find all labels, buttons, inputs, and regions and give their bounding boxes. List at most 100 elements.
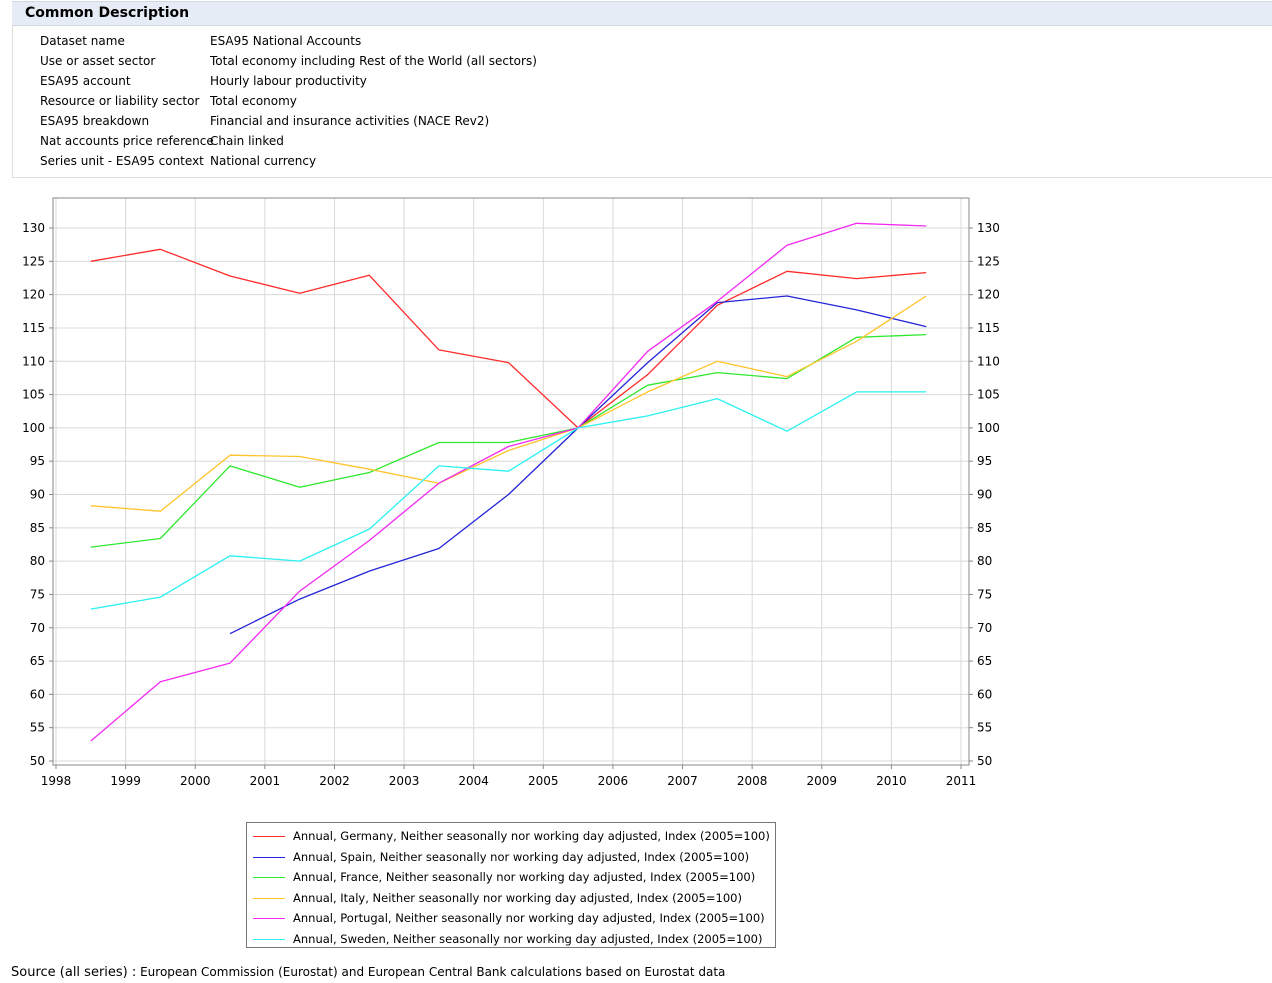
series-line-0 xyxy=(90,248,927,429)
y-tick-label-right: 50 xyxy=(977,754,992,768)
legend-swatch xyxy=(253,856,285,858)
description-value: Total economy xyxy=(210,94,297,108)
legend-label: Annual, France, Neither seasonally nor w… xyxy=(293,870,756,885)
legend-swatch xyxy=(253,939,285,940)
y-tick-label-right: 55 xyxy=(977,721,992,735)
y-tick-label-left: 70 xyxy=(30,621,45,635)
legend-swatch xyxy=(253,918,285,920)
series-line-3 xyxy=(90,295,927,512)
y-tick-label-left: 75 xyxy=(30,587,45,601)
description-row: ESA95 account Hourly labour productivity xyxy=(40,71,367,91)
series-line-2 xyxy=(90,333,927,548)
y-tick-label-left: 95 xyxy=(30,454,45,468)
x-tick-label: 2004 xyxy=(458,774,489,788)
description-row: ESA95 breakdown Financial and insurance a… xyxy=(40,111,489,131)
legend-label: Annual, Portugal, Neither seasonally nor… xyxy=(293,911,765,926)
description-row: Nat accounts price reference Chain linked xyxy=(40,131,284,151)
description-row: Dataset name ESA95 National Accounts xyxy=(40,31,361,51)
legend-item: Annual, Sweden, Neither seasonally nor w… xyxy=(251,929,771,949)
description-value: Hourly labour productivity xyxy=(210,74,367,88)
legend-label: Annual, Sweden, Neither seasonally nor w… xyxy=(293,932,763,946)
y-tick-label-right: 110 xyxy=(977,354,1000,368)
legend-item: Annual, Portugal, Neither seasonally nor… xyxy=(251,908,771,928)
description-row: Use or asset sector Total economy includi… xyxy=(40,51,537,71)
y-tick-label-right: 90 xyxy=(977,488,992,502)
x-tick-label: 2011 xyxy=(946,774,977,788)
y-tick-label-right: 120 xyxy=(977,288,1000,302)
y-tick-label-right: 125 xyxy=(977,254,1000,268)
legend-item: Annual, Spain, Neither seasonally nor wo… xyxy=(251,847,771,867)
y-tick-label-left: 80 xyxy=(30,554,45,568)
description-key: Series unit - ESA95 context xyxy=(40,154,204,168)
y-tick-label-right: 105 xyxy=(977,388,1000,402)
chart-series xyxy=(90,222,927,742)
x-tick-label: 1998 xyxy=(41,774,72,788)
legend-swatch xyxy=(253,897,285,899)
series-line-4 xyxy=(90,222,927,742)
y-tick-label-left: 90 xyxy=(30,488,45,502)
x-tick-label: 2006 xyxy=(598,774,629,788)
x-tick-label: 2000 xyxy=(180,774,211,788)
description-value: National currency xyxy=(210,154,317,168)
legend-swatch xyxy=(253,836,285,837)
y-tick-label-right: 60 xyxy=(977,687,992,701)
y-tick-label-left: 50 xyxy=(30,754,45,768)
y-tick-label-right: 130 xyxy=(977,221,1000,235)
description-value: Financial and insurance activities (NACE… xyxy=(210,114,490,128)
description-row: Series unit - ESA95 context National curr… xyxy=(40,151,316,171)
description-value: ESA95 National Accounts xyxy=(210,34,362,48)
y-tick-label-right: 65 xyxy=(977,654,992,668)
common-description-header: Common Description xyxy=(12,1,1272,26)
legend-label: Annual, Spain, Neither seasonally nor wo… xyxy=(293,849,750,864)
y-tick-label-right: 70 xyxy=(977,621,992,635)
description-row: Resource or liability sector Total econom… xyxy=(40,91,297,111)
y-tick-label-left: 110 xyxy=(22,354,45,368)
source-note: Source (all series) : European Commissio… xyxy=(11,965,725,980)
y-tick-label-left: 130 xyxy=(22,221,45,235)
description-key: Resource or liability sector xyxy=(40,94,200,108)
x-tick-label: 2003 xyxy=(389,774,420,788)
x-tick-label: 2001 xyxy=(250,774,281,788)
description-value: Total economy including Rest of the Worl… xyxy=(210,54,537,68)
description-key: Nat accounts price reference xyxy=(40,134,214,148)
y-tick-label-right: 115 xyxy=(977,321,1000,335)
y-tick-label-right: 80 xyxy=(977,554,992,568)
description-key: Use or asset sector xyxy=(40,54,156,68)
x-tick-label: 1999 xyxy=(110,774,141,788)
y-tick-label-left: 100 xyxy=(22,421,45,435)
source-label: Source (all series) : xyxy=(11,965,137,980)
legend-label: Annual, Germany, Neither seasonally nor … xyxy=(293,829,770,843)
chart-grid xyxy=(53,198,969,765)
chart-legend: Annual, Germany, Neither seasonally nor … xyxy=(246,822,776,948)
x-tick-label: 2009 xyxy=(806,774,837,788)
description-value: Chain linked xyxy=(210,134,284,148)
legend-item: Annual, Italy, Neither seasonally nor wo… xyxy=(251,888,771,908)
y-tick-label-left: 55 xyxy=(30,721,45,735)
y-tick-label-left: 105 xyxy=(22,388,45,402)
plot-frame xyxy=(52,197,970,766)
y-tick-label-left: 115 xyxy=(22,321,45,335)
line-chart: 1998 1999 2000 2001 2002 2003 2004 2005 2006 2007… xyxy=(22,197,1000,788)
y-tick-label-right: 100 xyxy=(977,421,1000,435)
x-tick-label: 2008 xyxy=(737,774,768,788)
y-tick-label-right: 85 xyxy=(977,521,992,535)
y-tick-label-left: 125 xyxy=(22,254,45,268)
series-line-5 xyxy=(90,391,927,610)
y-tick-label-right: 75 xyxy=(977,587,992,601)
x-tick-label: 2002 xyxy=(319,774,350,788)
chart-axes: 1998 1999 2000 2001 2002 2003 2004 2005 2006 2007… xyxy=(22,221,1000,788)
header-title: Common Description xyxy=(25,5,190,21)
legend-item: Annual, France, Neither seasonally nor w… xyxy=(251,867,771,887)
y-tick-label-left: 65 xyxy=(30,654,45,668)
x-tick-label: 2007 xyxy=(667,774,698,788)
legend-item: Annual, Germany, Neither seasonally nor … xyxy=(251,826,771,846)
description-key: ESA95 breakdown xyxy=(40,114,150,128)
legend-swatch xyxy=(253,877,285,879)
y-tick-label-left: 60 xyxy=(30,687,45,701)
x-tick-label: 2010 xyxy=(876,774,907,788)
y-tick-label-left: 120 xyxy=(22,288,45,302)
x-tick-label: 2005 xyxy=(528,774,559,788)
description-table: Dataset name ESA95 National Accounts Use o… xyxy=(12,25,1272,178)
legend-label: Annual, Italy, Neither seasonally nor wo… xyxy=(293,890,742,905)
y-tick-label-right: 95 xyxy=(977,454,992,468)
